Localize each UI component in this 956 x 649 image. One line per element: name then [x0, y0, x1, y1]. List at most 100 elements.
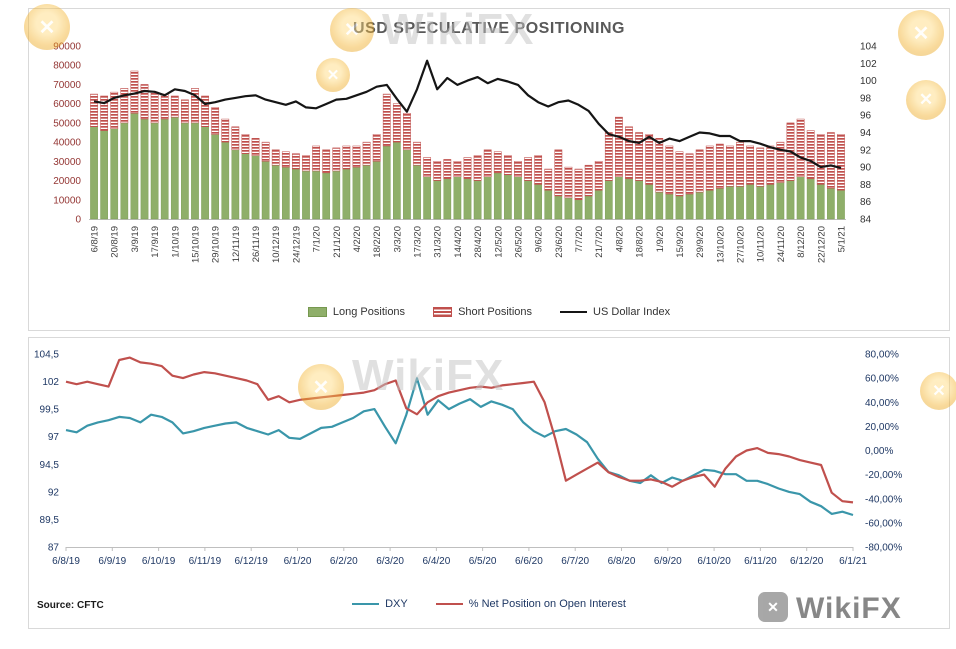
svg-text:102: 102: [860, 59, 877, 70]
svg-text:6/8/19: 6/8/19: [90, 226, 101, 252]
usd-positioning-chart-panel: USD SPECULATIVE POSITIONING 90000 80000 70…: [28, 8, 950, 331]
svg-text:40,00%: 40,00%: [865, 398, 899, 409]
svg-text:6/6/20: 6/6/20: [515, 556, 543, 567]
svg-text:-40,00%: -40,00%: [865, 494, 902, 505]
svg-text:84: 84: [860, 215, 872, 226]
svg-text:6/1/21: 6/1/21: [839, 556, 867, 567]
svg-text:6/5/20: 6/5/20: [469, 556, 497, 567]
svg-text:8/12/20: 8/12/20: [796, 226, 807, 258]
svg-text:10/12/19: 10/12/19: [271, 226, 282, 263]
usd-positioning-chart-canvas: 90000 80000 70000 60000 50000 40000 30000 20000…: [53, 42, 877, 263]
svg-text:23/6/20: 23/6/20: [554, 226, 565, 258]
svg-text:7/7/20: 7/7/20: [574, 226, 585, 252]
legend-label-us-dollar-index: US Dollar Index: [593, 306, 671, 318]
svg-text:31/3/20: 31/3/20: [433, 226, 444, 258]
svg-text:26/5/20: 26/5/20: [514, 226, 525, 258]
svg-text:18/8/20: 18/8/20: [635, 226, 646, 258]
dxy-net-position-chart-canvas: 104,5 102 99,5 97 94,5 92 89,5 87 80,00% 60,00% 40…: [34, 350, 902, 568]
svg-text:6/12/19: 6/12/19: [235, 556, 269, 567]
svg-text:6/10/20: 6/10/20: [697, 556, 731, 567]
svg-text:80,00%: 80,00%: [865, 350, 899, 361]
svg-text:70000: 70000: [53, 80, 81, 91]
svg-text:3/3/20: 3/3/20: [392, 226, 403, 252]
svg-text:12/11/19: 12/11/19: [231, 226, 242, 262]
svg-text:22/12/20: 22/12/20: [816, 226, 827, 263]
svg-text:0: 0: [75, 215, 81, 226]
svg-text:20000: 20000: [53, 176, 81, 187]
svg-text:6/12/20: 6/12/20: [790, 556, 824, 567]
svg-text:6/11/19: 6/11/19: [189, 556, 222, 567]
svg-text:15/10/19: 15/10/19: [191, 226, 202, 263]
svg-text:60,00%: 60,00%: [865, 374, 899, 385]
svg-text:6/8/20: 6/8/20: [608, 556, 636, 567]
svg-text:80000: 80000: [53, 61, 81, 72]
legend-label-long-positions: Long Positions: [332, 306, 406, 318]
svg-text:94,5: 94,5: [40, 460, 60, 471]
legend-item-short-positions: Short Positions: [433, 306, 532, 318]
svg-text:88: 88: [860, 180, 872, 191]
svg-text:10000: 10000: [53, 195, 81, 206]
us-dollar-index-swatch-icon: [560, 311, 588, 313]
bottom-chart-footer: Source: CFTC DXY % Net Position on Open …: [29, 598, 949, 616]
short-positions-swatch-icon: [433, 307, 453, 317]
source-note: Source: CFTC: [37, 600, 104, 611]
dxy-swatch-icon: [352, 603, 380, 605]
svg-text:60000: 60000: [53, 99, 81, 110]
svg-text:9/6/20: 9/6/20: [534, 226, 545, 252]
svg-text:92: 92: [860, 145, 872, 156]
svg-text:97: 97: [48, 432, 60, 443]
svg-text:6/1/20: 6/1/20: [284, 556, 312, 567]
svg-text:1/10/19: 1/10/19: [170, 226, 181, 258]
svg-text:17/3/20: 17/3/20: [413, 226, 424, 258]
svg-text:6/7/20: 6/7/20: [561, 556, 589, 567]
svg-text:5/1/21: 5/1/21: [837, 226, 848, 252]
long-positions-swatch-icon: [307, 307, 327, 317]
svg-text:96: 96: [860, 111, 872, 122]
svg-text:6/9/19: 6/9/19: [98, 556, 126, 567]
svg-text:26/11/19: 26/11/19: [251, 226, 262, 262]
svg-text:6/11/20: 6/11/20: [744, 556, 777, 567]
dxy-net-position-chart-panel: 104,5 102 99,5 97 94,5 92 89,5 87 80,00% 60,00% 40…: [28, 337, 950, 629]
svg-text:89,5: 89,5: [40, 515, 60, 526]
legend-item-dxy: DXY: [352, 598, 408, 610]
net-position-swatch-icon: [435, 603, 463, 605]
svg-text:28/4/20: 28/4/20: [473, 226, 484, 258]
svg-text:13/10/20: 13/10/20: [715, 226, 726, 263]
svg-text:21/1/20: 21/1/20: [332, 226, 343, 258]
legend-item-us-dollar-index: US Dollar Index: [560, 306, 670, 318]
svg-text:6/8/19: 6/8/19: [52, 556, 80, 567]
svg-text:86: 86: [860, 197, 872, 208]
svg-text:4/8/20: 4/8/20: [614, 226, 625, 252]
svg-text:0,00%: 0,00%: [865, 446, 893, 457]
top-chart-legend: Long Positions Short Positions US Dollar…: [29, 306, 949, 318]
svg-text:92: 92: [48, 487, 60, 498]
svg-text:10/11/20: 10/11/20: [756, 226, 767, 262]
svg-text:102: 102: [42, 377, 59, 388]
svg-text:98: 98: [860, 93, 872, 104]
svg-text:-80,00%: -80,00%: [865, 543, 902, 554]
svg-text:15/9/20: 15/9/20: [675, 226, 686, 258]
svg-text:6/3/20: 6/3/20: [376, 556, 404, 567]
svg-text:-20,00%: -20,00%: [865, 470, 902, 481]
svg-text:18/2/20: 18/2/20: [372, 226, 383, 258]
svg-text:4/2/20: 4/2/20: [352, 226, 363, 252]
svg-text:50000: 50000: [53, 118, 81, 129]
svg-text:14/4/20: 14/4/20: [453, 226, 464, 258]
svg-text:7/1/20: 7/1/20: [312, 226, 323, 252]
svg-text:40000: 40000: [53, 138, 81, 149]
page-title: USD SPECULATIVE POSITIONING: [353, 20, 625, 37]
svg-text:29/10/19: 29/10/19: [211, 226, 222, 263]
legend-label-net-position: % Net Position on Open Interest: [468, 598, 626, 610]
svg-text:24/12/19: 24/12/19: [291, 226, 302, 263]
svg-text:20,00%: 20,00%: [865, 422, 899, 433]
svg-text:6/9/20: 6/9/20: [654, 556, 682, 567]
svg-text:99,5: 99,5: [40, 405, 60, 416]
legend-label-dxy: DXY: [385, 598, 408, 610]
bottom-chart-legend: DXY % Net Position on Open Interest: [29, 598, 949, 610]
svg-text:24/11/20: 24/11/20: [776, 226, 787, 262]
svg-text:27/10/20: 27/10/20: [736, 226, 747, 263]
svg-text:1/9/20: 1/9/20: [655, 226, 666, 252]
svg-text:21/7/20: 21/7/20: [594, 226, 605, 258]
legend-item-long-positions: Long Positions: [307, 306, 406, 318]
